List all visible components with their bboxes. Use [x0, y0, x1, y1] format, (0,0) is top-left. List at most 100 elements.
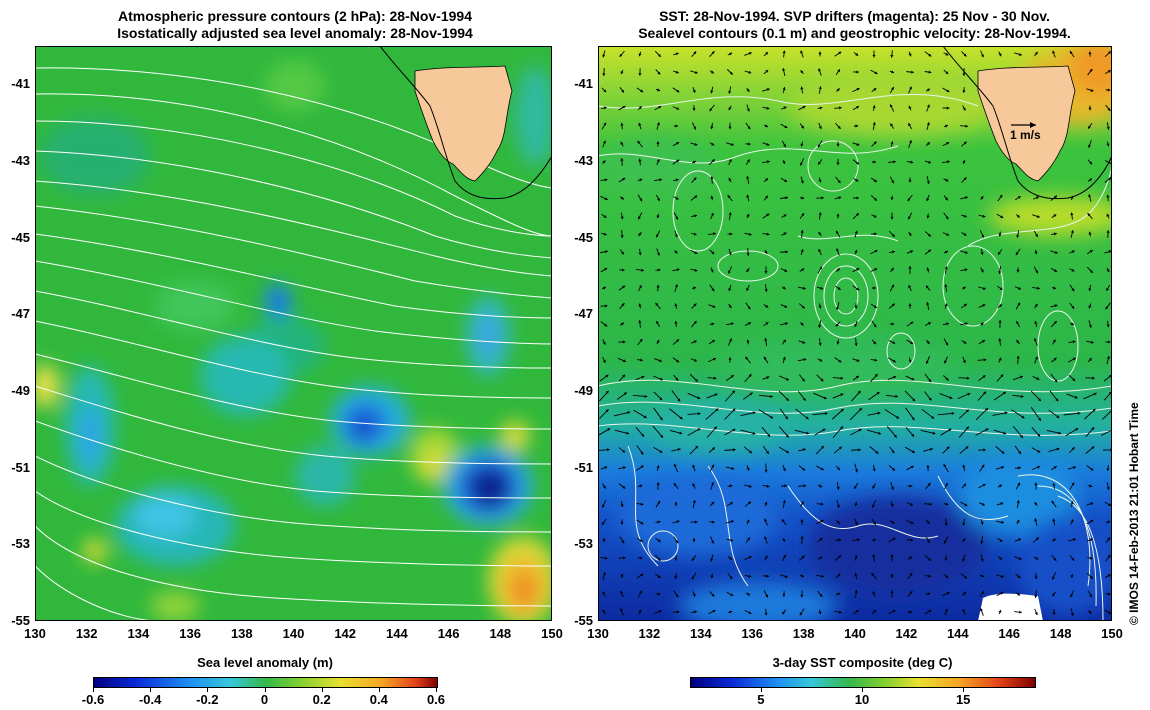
velocity-arrow-head: [656, 234, 659, 238]
velocity-arrow-head: [908, 105, 912, 109]
velocity-arrow-head: [711, 142, 715, 146]
velocity-arrow-head: [731, 390, 735, 394]
velocity-arrow-head: [926, 215, 930, 219]
velocity-arrow-head: [1072, 357, 1076, 361]
velocity-arrow-head: [985, 408, 988, 411]
velocity-arrow-head: [676, 359, 680, 363]
velocity-arrow-head: [620, 522, 624, 525]
velocity-arrow-head: [909, 484, 913, 488]
velocity-arrow-head: [926, 302, 930, 305]
velocity-arrow-head: [712, 609, 716, 613]
velocity-arrow-head: [836, 143, 840, 147]
velocity-arrow-head: [909, 572, 913, 576]
velocity-arrow: [1011, 409, 1025, 419]
velocity-arrow-head: [602, 54, 606, 58]
velocity-arrow-head: [674, 284, 678, 288]
velocity-arrow-head: [676, 89, 680, 93]
velocity-arrow-head: [854, 323, 858, 327]
velocity-arrow-head: [1034, 321, 1038, 324]
velocity-arrow-head: [838, 610, 842, 614]
velocity-arrow-head: [1001, 520, 1004, 524]
right-lat-tick-label: -51: [574, 459, 593, 475]
velocity-arrow-head: [638, 320, 642, 323]
velocity-arrow-head: [747, 142, 751, 146]
velocity-arrow-head: [658, 359, 662, 362]
velocity-arrow-head: [962, 522, 966, 526]
velocity-arrow-head: [764, 555, 768, 559]
velocity-arrow-head: [622, 556, 626, 560]
velocity-arrow-head: [910, 341, 914, 344]
velocity-arrow-head: [711, 251, 715, 255]
velocity-arrow-head: [785, 250, 788, 254]
velocity-arrow-head: [1016, 214, 1020, 218]
velocity-arrow-head: [873, 160, 877, 164]
velocity-arrow-head: [1018, 52, 1022, 56]
velocity-arrow-head: [638, 233, 642, 237]
velocity-arrow-head: [710, 558, 714, 562]
velocity-arrow-head: [766, 232, 770, 236]
velocity-arrow-head: [818, 324, 822, 328]
velocity-arrow-head: [926, 539, 930, 543]
velocity-arrow-head: [1035, 537, 1039, 541]
velocity-arrow-head: [620, 504, 624, 507]
velocity-arrow-head: [982, 304, 986, 307]
velocity-arrow-head: [892, 467, 895, 471]
velocity-arrow-head: [1107, 574, 1111, 578]
velocity-arrow-head: [838, 555, 842, 559]
left-colorbar-tick-mark: [436, 688, 437, 692]
velocity-arrow-head: [855, 178, 859, 182]
velocity-arrow-head: [746, 253, 750, 256]
velocity-arrow-head: [963, 214, 967, 218]
velocity-arrow-head: [892, 609, 896, 613]
velocity-arrow-head: [801, 268, 805, 272]
velocity-arrow-head: [657, 558, 661, 562]
velocity-arrow-head: [785, 416, 788, 420]
velocity-arrow-head: [944, 540, 947, 544]
velocity-arrow-head: [998, 338, 1002, 341]
tasmania-land-right: [977, 65, 1076, 182]
velocity-arrow-head: [620, 158, 624, 161]
velocity-arrow-head: [1088, 107, 1092, 111]
right-lat-tick-label: -49: [574, 383, 593, 398]
velocity-arrow-head: [692, 108, 696, 111]
velocity-arrow-head: [854, 572, 858, 576]
velocity-arrow-head: [980, 574, 984, 578]
velocity-arrow-head: [711, 593, 715, 597]
velocity-arrow-head: [818, 179, 822, 183]
velocity-arrow-head: [981, 502, 985, 506]
velocity-arrow-head: [854, 306, 858, 309]
left-lon-tick-label: 148: [489, 626, 512, 641]
velocity-arrow-head: [732, 448, 736, 452]
velocity-arrow-head: [620, 141, 624, 145]
velocity-arrow-head: [622, 449, 626, 453]
velocity-arrow-head: [838, 51, 842, 55]
right-lon-tick-label: 132: [638, 626, 661, 641]
velocity-arrow-head: [1106, 194, 1110, 198]
velocity-arrow-head: [872, 54, 876, 58]
velocity-arrow-head: [601, 521, 605, 525]
velocity-arrow-head: [1034, 482, 1038, 486]
velocity-arrow-head: [890, 141, 894, 145]
velocity-arrow-head: [908, 179, 912, 183]
right-lat-tick-label: -55: [574, 613, 593, 628]
right-colorbar-tick-mark: [760, 688, 762, 692]
velocity-arrow-head: [656, 465, 660, 469]
velocity-arrow-head: [962, 360, 966, 364]
velocity-arrow-head: [784, 179, 788, 182]
velocity-arrow: [849, 407, 863, 421]
velocity-arrow-head: [821, 445, 824, 449]
velocity-arrow-head: [999, 287, 1003, 290]
velocity-arrow-head: [873, 286, 877, 290]
velocity-arrow-head: [838, 196, 842, 200]
velocity-arrow-head: [748, 574, 752, 578]
velocity-arrow-head: [657, 71, 661, 75]
right-colorbar: [690, 677, 1036, 688]
velocity-arrow-head: [964, 250, 968, 254]
velocity-arrow-head: [965, 124, 968, 128]
velocity-arrow-head: [836, 213, 840, 217]
velocity-arrow-head: [889, 104, 893, 108]
velocity-arrow-head: [729, 71, 733, 75]
velocity-arrow-head: [999, 484, 1003, 488]
velocity-arrow-head: [1034, 612, 1038, 616]
velocity-arrow-head: [803, 484, 807, 488]
